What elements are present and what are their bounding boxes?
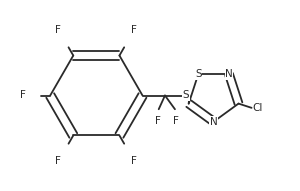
Text: F: F [173,116,179,126]
Text: S: S [195,69,202,79]
Text: F: F [154,116,160,126]
Text: Cl: Cl [253,103,263,113]
Text: F: F [56,25,61,35]
Text: F: F [20,91,26,100]
Text: F: F [56,156,61,166]
Text: N: N [210,117,218,127]
Text: S: S [183,91,190,100]
Text: N: N [225,69,233,79]
Text: F: F [131,25,137,35]
Text: F: F [131,156,137,166]
